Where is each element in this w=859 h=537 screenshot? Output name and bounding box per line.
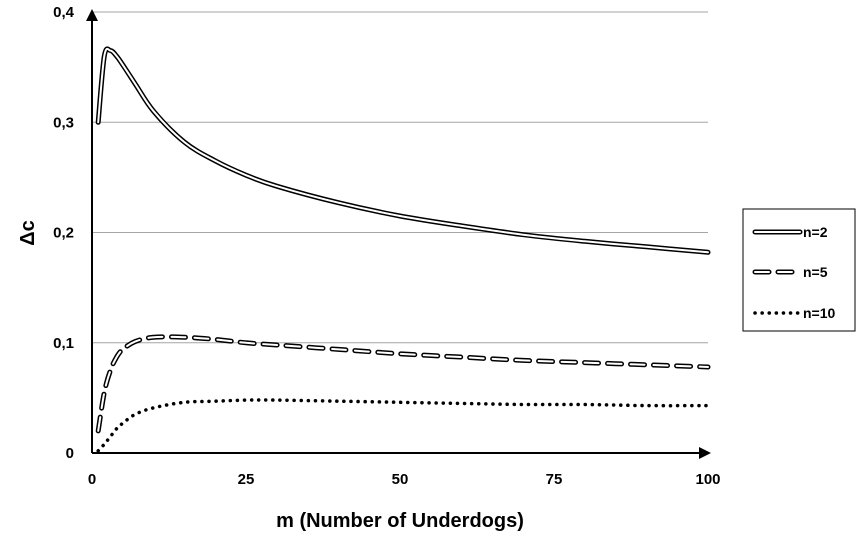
legend-label: n=10 <box>803 305 836 321</box>
gridlines <box>92 11 708 344</box>
series-line-n=5-outer <box>95 334 711 434</box>
series-line-n=2 <box>95 46 711 255</box>
series-line-n=5 <box>95 334 711 434</box>
series-line-n=2-inner <box>97 47 709 254</box>
x-tick-label: 0 <box>88 471 96 488</box>
series-line-n=10 <box>96 398 710 453</box>
x-tick-label: 50 <box>392 471 409 488</box>
x-tick-label: 25 <box>238 471 255 488</box>
axes <box>86 9 711 459</box>
series-lines <box>95 46 711 453</box>
legend-item: n=10 <box>753 305 836 321</box>
y-tick-labels: 0 0,1 0,2 0,3 0,4 <box>53 4 75 462</box>
y-axis-arrow <box>86 9 98 21</box>
y-tick-label: 0,1 <box>53 335 74 352</box>
y-tick-label: 0,3 <box>53 114 74 131</box>
series-line-n=10 <box>96 398 710 453</box>
x-tick-label: 100 <box>695 471 720 488</box>
legend-label: n=5 <box>803 264 828 280</box>
series-line-n=2-outer <box>95 46 711 255</box>
y-tick-label: 0,4 <box>53 4 75 21</box>
x-tick-labels: 0 25 50 75 100 <box>88 471 721 488</box>
y-tick-label: 0,2 <box>53 225 74 242</box>
y-tick-label: 0 <box>66 445 74 462</box>
x-axis-arrow <box>699 447 711 459</box>
x-tick-label: 75 <box>546 471 563 488</box>
legend-label: n=2 <box>803 224 828 240</box>
legend-item: n=5 <box>752 264 828 280</box>
legend: n=2 n=5 n=10 <box>742 208 856 332</box>
legend-item: n=2 <box>752 224 828 240</box>
series-line-n=5-inner <box>97 335 709 432</box>
x-axis-title: m (Number of Underdogs) <box>276 510 524 532</box>
y-axis-title: Δc <box>17 220 39 246</box>
